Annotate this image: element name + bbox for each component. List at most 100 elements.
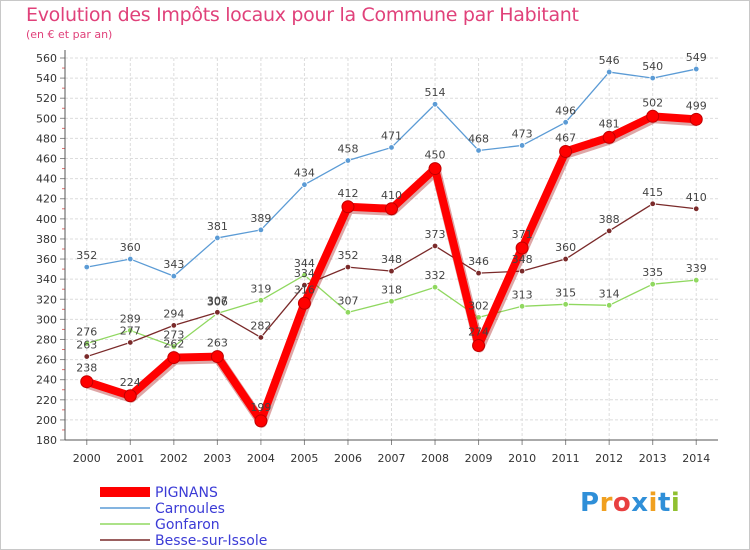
data-point [344,157,352,164]
legend-label-carnoules: Carnoules [155,501,225,517]
data-label: 306 [207,295,228,308]
y-tick-label: 300 [36,313,57,326]
y-tick-label: 440 [36,173,57,186]
data-point [475,147,482,154]
data-label: 313 [512,288,533,301]
data-point [605,302,613,309]
data-label: 546 [599,54,620,67]
y-tick-label: 400 [36,213,57,226]
data-label: 307 [337,294,358,307]
data-label: 282 [250,319,271,332]
data-label: 360 [120,241,141,254]
data-point [515,241,529,255]
axes: 180 200 220 240 260 280 300 320 340 360 380 400 420 4… [36,50,718,465]
x-tick-label: 2012 [595,452,623,465]
y-tick-label: 200 [36,414,57,427]
data-point [344,263,352,271]
data-point [301,181,308,188]
data-point [385,202,398,216]
y-tick-label: 380 [36,233,57,246]
data-point [127,339,134,346]
data-label: 335 [642,266,663,279]
data-point [646,109,660,123]
y-tick-label: 420 [36,193,57,206]
data-label: 334 [294,267,315,280]
x-tick-label: 2009 [465,452,493,465]
data-label: 468 [468,132,489,145]
data-label: 274 [468,326,489,339]
data-point [475,314,482,321]
y-tick-label: 500 [36,112,57,125]
data-point [83,353,90,360]
data-point [431,242,439,250]
data-point [693,276,700,284]
data-point [649,74,656,82]
data-point [257,297,265,304]
data-point [518,142,526,149]
data-label: 502 [642,96,663,109]
data-point [127,327,134,334]
chart-subtitle: (en € et par an) [26,28,113,41]
data-label: 344 [294,257,315,270]
data-point [431,284,439,291]
logo-letter: r [599,488,613,518]
data-point [127,255,134,263]
data-label: 307 [207,294,228,307]
data-point [167,351,181,365]
y-tick-label: 180 [36,434,57,447]
data-label: 389 [250,212,271,225]
data-label: 343 [163,258,184,271]
data-point [301,271,308,279]
data-label: 273 [163,329,184,342]
y-tick-label: 480 [36,132,57,145]
data-point [693,205,700,212]
y-tick-label: 280 [36,333,57,346]
data-point [170,322,178,329]
data-label: 319 [250,282,271,295]
data-point [170,272,178,280]
series-lines [80,65,703,428]
data-label: 467 [555,131,576,144]
logo-letter: x [631,488,649,518]
data-label: 388 [599,213,620,226]
data-point [344,309,352,316]
data-label: 263 [207,337,228,350]
data-label: 471 [381,129,402,142]
logo-letter: o [612,488,632,518]
y-tick-label: 560 [36,52,57,65]
data-point [257,226,265,234]
data-label: 410 [686,191,707,204]
x-tick-label: 2000 [73,452,101,465]
data-point [431,101,439,108]
y-tick-label: 340 [36,273,57,286]
data-label: 434 [294,167,315,180]
data-point [123,389,137,403]
x-tick-label: 2006 [334,452,362,465]
data-label: 302 [468,299,489,312]
data-label: 289 [120,312,141,325]
data-point [649,200,656,207]
data-label: 371 [512,228,533,241]
data-point [388,298,395,305]
data-label: 412 [337,187,358,200]
data-label: 199 [250,401,271,414]
data-label: 339 [686,262,707,275]
data-point [518,303,526,310]
data-label: 496 [555,104,576,117]
data-label: 381 [207,220,228,233]
data-label: 540 [642,60,663,73]
data-label: 315 [555,286,576,299]
x-tick-label: 2003 [203,452,231,465]
data-point [518,267,526,275]
data-label: 318 [381,283,402,296]
data-point [301,281,308,289]
chart-title: Evolution des Impôts locaux pour la Comm… [26,4,579,26]
data-point [605,227,613,235]
y-tick-label: 220 [36,394,57,407]
proxiti-logo: Proxiti [580,488,680,518]
data-point [257,334,265,341]
data-label: 224 [120,376,141,389]
